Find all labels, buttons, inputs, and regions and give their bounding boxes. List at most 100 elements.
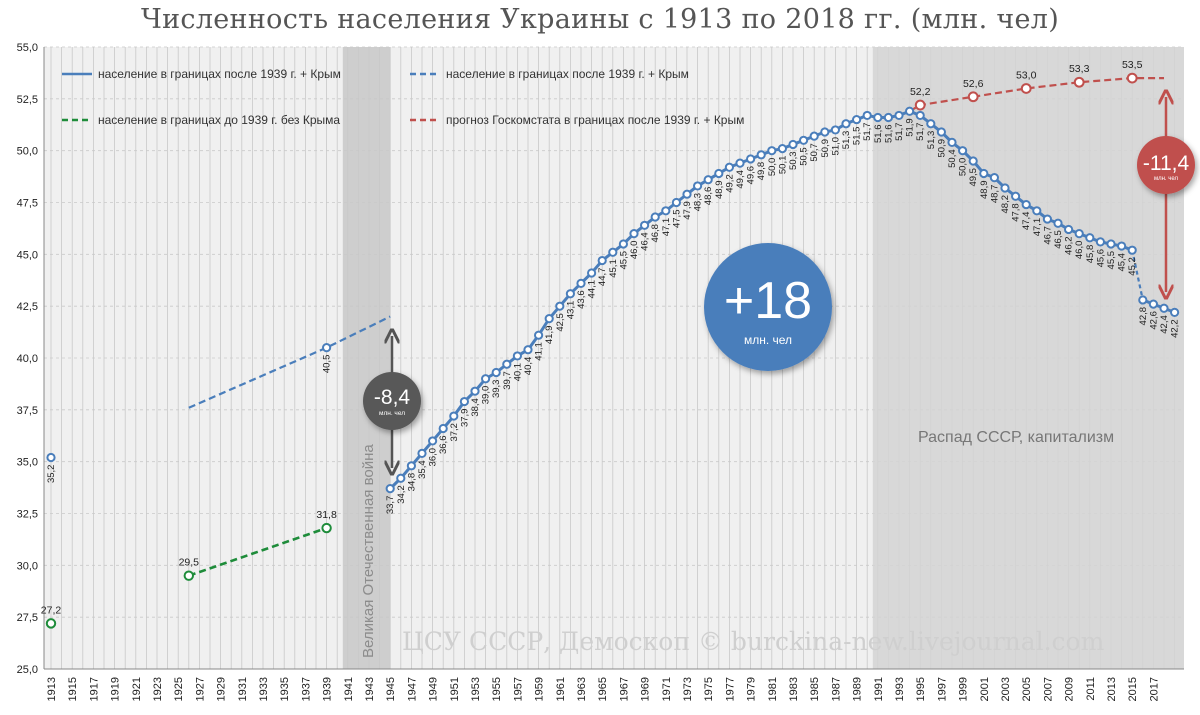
data-point-blue [936, 127, 947, 137]
data-point-blue [1138, 295, 1148, 305]
data-label-blue: 48,2 [1000, 195, 1011, 214]
x-tick-label: 1999 [958, 677, 970, 701]
x-tick-label: 1913 [46, 677, 58, 701]
x-tick-label: 2007 [1042, 677, 1054, 701]
data-point-blue [385, 484, 395, 494]
data-label-blue: 37,9 [459, 409, 470, 428]
y-tick-label: 50,0 [17, 146, 38, 158]
x-tick-label: 1919 [110, 677, 122, 701]
data-label-blue: 51,3 [926, 131, 937, 150]
x-tick-label: 2001 [979, 677, 991, 701]
data-point-blue [555, 301, 565, 311]
data-label-green: 29,5 [179, 557, 200, 569]
data-label-blue: 45,2 [1127, 257, 1138, 276]
data-label-blue: 50,3 [788, 151, 799, 170]
x-tick-label: 1995 [915, 677, 927, 701]
data-point-blue [502, 359, 512, 369]
growth-bubble [704, 243, 832, 371]
data-point-blue [491, 367, 501, 378]
data-label-green: 31,8 [316, 509, 337, 521]
x-tick-label: 1993 [894, 677, 906, 701]
data-label-blue: 48,9 [979, 180, 990, 199]
data-label-blue: 42,6 [1148, 311, 1159, 330]
x-tick-label: 1937 [300, 677, 312, 701]
data-label-blue: 51,9 [905, 118, 916, 137]
data-point-red [914, 99, 926, 111]
data-label-blue: 45,5 [618, 251, 629, 270]
data-point-blue [322, 343, 332, 353]
data-point-blue [661, 206, 671, 216]
data-point-blue [512, 351, 523, 361]
data-label-blue: 45,4 [1117, 253, 1128, 271]
war-loss-value: -8,4 [374, 386, 411, 409]
data-point-blue [1064, 224, 1074, 235]
data-point-blue [1170, 307, 1180, 317]
data-point-blue [597, 255, 607, 266]
data-label-blue: 47,1 [1032, 218, 1043, 237]
data-point-blue [841, 119, 851, 129]
x-tick-label: 1955 [491, 677, 503, 701]
x-tick-label: 1973 [682, 677, 694, 701]
x-tick-label: 1931 [237, 677, 249, 701]
x-tick-label: 1997 [936, 677, 948, 701]
data-label-blue: 34,2 [396, 485, 407, 504]
y-tick-label: 55,0 [17, 42, 38, 54]
x-tick-label: 2003 [1000, 677, 1012, 701]
data-label-red: 53,0 [1016, 69, 1037, 81]
x-tick-label: 1957 [512, 677, 524, 701]
x-tick-label: 1961 [555, 677, 567, 701]
x-tick-label: 1917 [88, 677, 100, 701]
y-tick-label: 37,5 [17, 405, 38, 417]
data-label-blue: 51,5 [852, 127, 863, 146]
data-point-blue [1127, 245, 1137, 255]
y-tick-label: 25,0 [17, 664, 38, 676]
data-point-blue [1042, 214, 1053, 224]
x-tick-label: 2013 [1106, 677, 1118, 701]
data-label-blue: 48,7 [989, 185, 1000, 204]
data-point-blue [905, 106, 915, 116]
x-tick-label: 2017 [1148, 677, 1160, 701]
data-point-blue [470, 386, 480, 396]
data-point-blue [735, 158, 745, 168]
data-point-blue [1011, 191, 1021, 201]
data-label-blue: 50,0 [767, 158, 778, 177]
x-tick-label: 1971 [661, 677, 673, 701]
war-band [342, 47, 391, 669]
series-line-blue-tail [1142, 298, 1176, 314]
data-label-blue: 46,7 [1042, 226, 1053, 245]
data-point-blue [481, 374, 491, 384]
data-label-blue: 33,7 [385, 496, 396, 515]
data-label-blue: 48,3 [693, 193, 704, 212]
data-label-red: 53,5 [1122, 59, 1143, 71]
data-point-red [1020, 83, 1032, 94]
x-tick-label: 1943 [364, 677, 376, 701]
x-tick-label: 2009 [1064, 677, 1076, 701]
data-point-blue [873, 112, 883, 123]
data-point-blue [523, 345, 533, 355]
data-label-red: 52,2 [910, 86, 931, 98]
y-tick-label: 40,0 [17, 353, 38, 365]
data-label-red: 53,3 [1069, 63, 1090, 75]
data-point-blue [1074, 229, 1084, 239]
x-tick-label: 1933 [258, 677, 270, 701]
data-label-blue: 50,9 [820, 139, 831, 158]
data-label-blue: 47,9 [682, 201, 693, 220]
data-point-blue [671, 197, 682, 208]
data-label-blue: 45,1 [608, 259, 619, 278]
x-tick-label: 1945 [385, 677, 397, 701]
data-label-blue: 50,1 [777, 156, 788, 175]
data-label-blue: 41,1 [534, 342, 545, 361]
data-point-green [183, 570, 195, 581]
data-point-blue [459, 396, 469, 407]
data-label-blue: 35,2 [46, 465, 57, 484]
data-label-blue: 50,0 [958, 158, 969, 177]
war-loss-unit: млн. чел [379, 410, 405, 417]
x-tick-label: 1977 [724, 677, 736, 701]
data-label-blue: 36,6 [438, 435, 449, 454]
legend: население в границах после 1939 г. + Кры… [62, 67, 744, 127]
legend-label-blue-solid: население в границах после 1939 г. + Кры… [98, 67, 341, 81]
data-label-blue: 44,7 [597, 268, 608, 287]
data-point-red [1073, 76, 1085, 88]
data-label-blue: 47,8 [1011, 203, 1022, 222]
